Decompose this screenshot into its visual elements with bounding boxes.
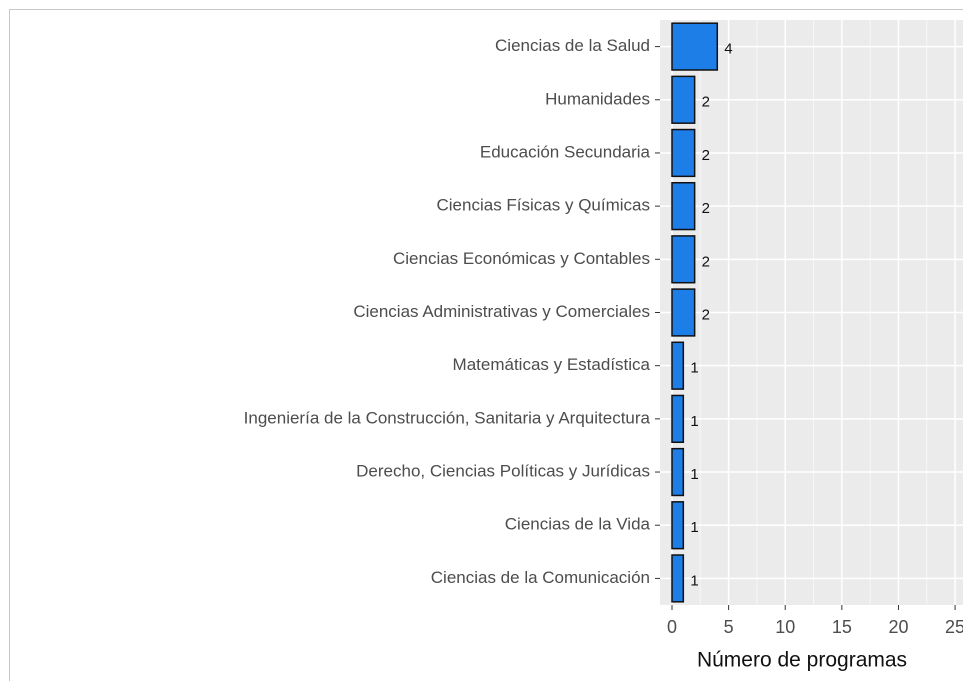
y-tick-label: Ciencias de la Comunicación	[431, 568, 650, 587]
y-tick-label: Humanidades	[545, 89, 650, 108]
bar	[671, 554, 685, 603]
x-tick-label: 0	[667, 617, 677, 637]
bar	[671, 235, 696, 284]
x-tick-label: 5	[724, 617, 734, 637]
value-label: 2	[702, 94, 710, 111]
value-label: 1	[690, 413, 698, 430]
x-tick-label: 10	[775, 617, 795, 637]
bar	[671, 75, 696, 124]
bar	[671, 341, 685, 390]
value-label: 2	[702, 147, 710, 164]
y-tick-label: Educación Secundaria	[480, 142, 651, 161]
bar	[671, 128, 696, 178]
bar	[671, 22, 719, 71]
y-tick-label: Ciencias de la Salud	[495, 36, 650, 55]
x-tick-label: 20	[888, 617, 908, 637]
y-tick-label: Ciencias Económicas y Contables	[393, 249, 650, 268]
bar	[671, 447, 685, 497]
y-tick-label: Ciencias Administrativas y Comerciales	[353, 302, 650, 321]
bar	[671, 181, 696, 231]
y-tick-label: Matemáticas y Estadística	[453, 355, 651, 374]
y-tick-label: Ciencias Físicas y Químicas	[437, 196, 651, 215]
value-label: 2	[702, 306, 710, 323]
x-tick-label: 25	[945, 617, 963, 637]
x-tick-label: 15	[832, 617, 852, 637]
bar	[671, 288, 696, 337]
value-label: 1	[690, 360, 698, 377]
value-label: 4	[724, 41, 732, 58]
value-label: 1	[690, 519, 698, 536]
value-label: 1	[690, 466, 698, 483]
x-axis-title: Número de programas	[697, 649, 907, 672]
y-tick-label: Ciencias de la Vida	[505, 515, 651, 534]
bar	[671, 394, 685, 444]
y-tick-label: Derecho, Ciencias Políticas y Jurídicas	[356, 462, 650, 481]
y-tick-label: Ingeniería de la Construcción, Sanitaria…	[244, 408, 651, 427]
value-label: 2	[702, 200, 710, 217]
value-label: 1	[690, 572, 698, 589]
frame	[9, 9, 963, 681]
bar	[671, 501, 685, 550]
value-label: 2	[702, 253, 710, 270]
